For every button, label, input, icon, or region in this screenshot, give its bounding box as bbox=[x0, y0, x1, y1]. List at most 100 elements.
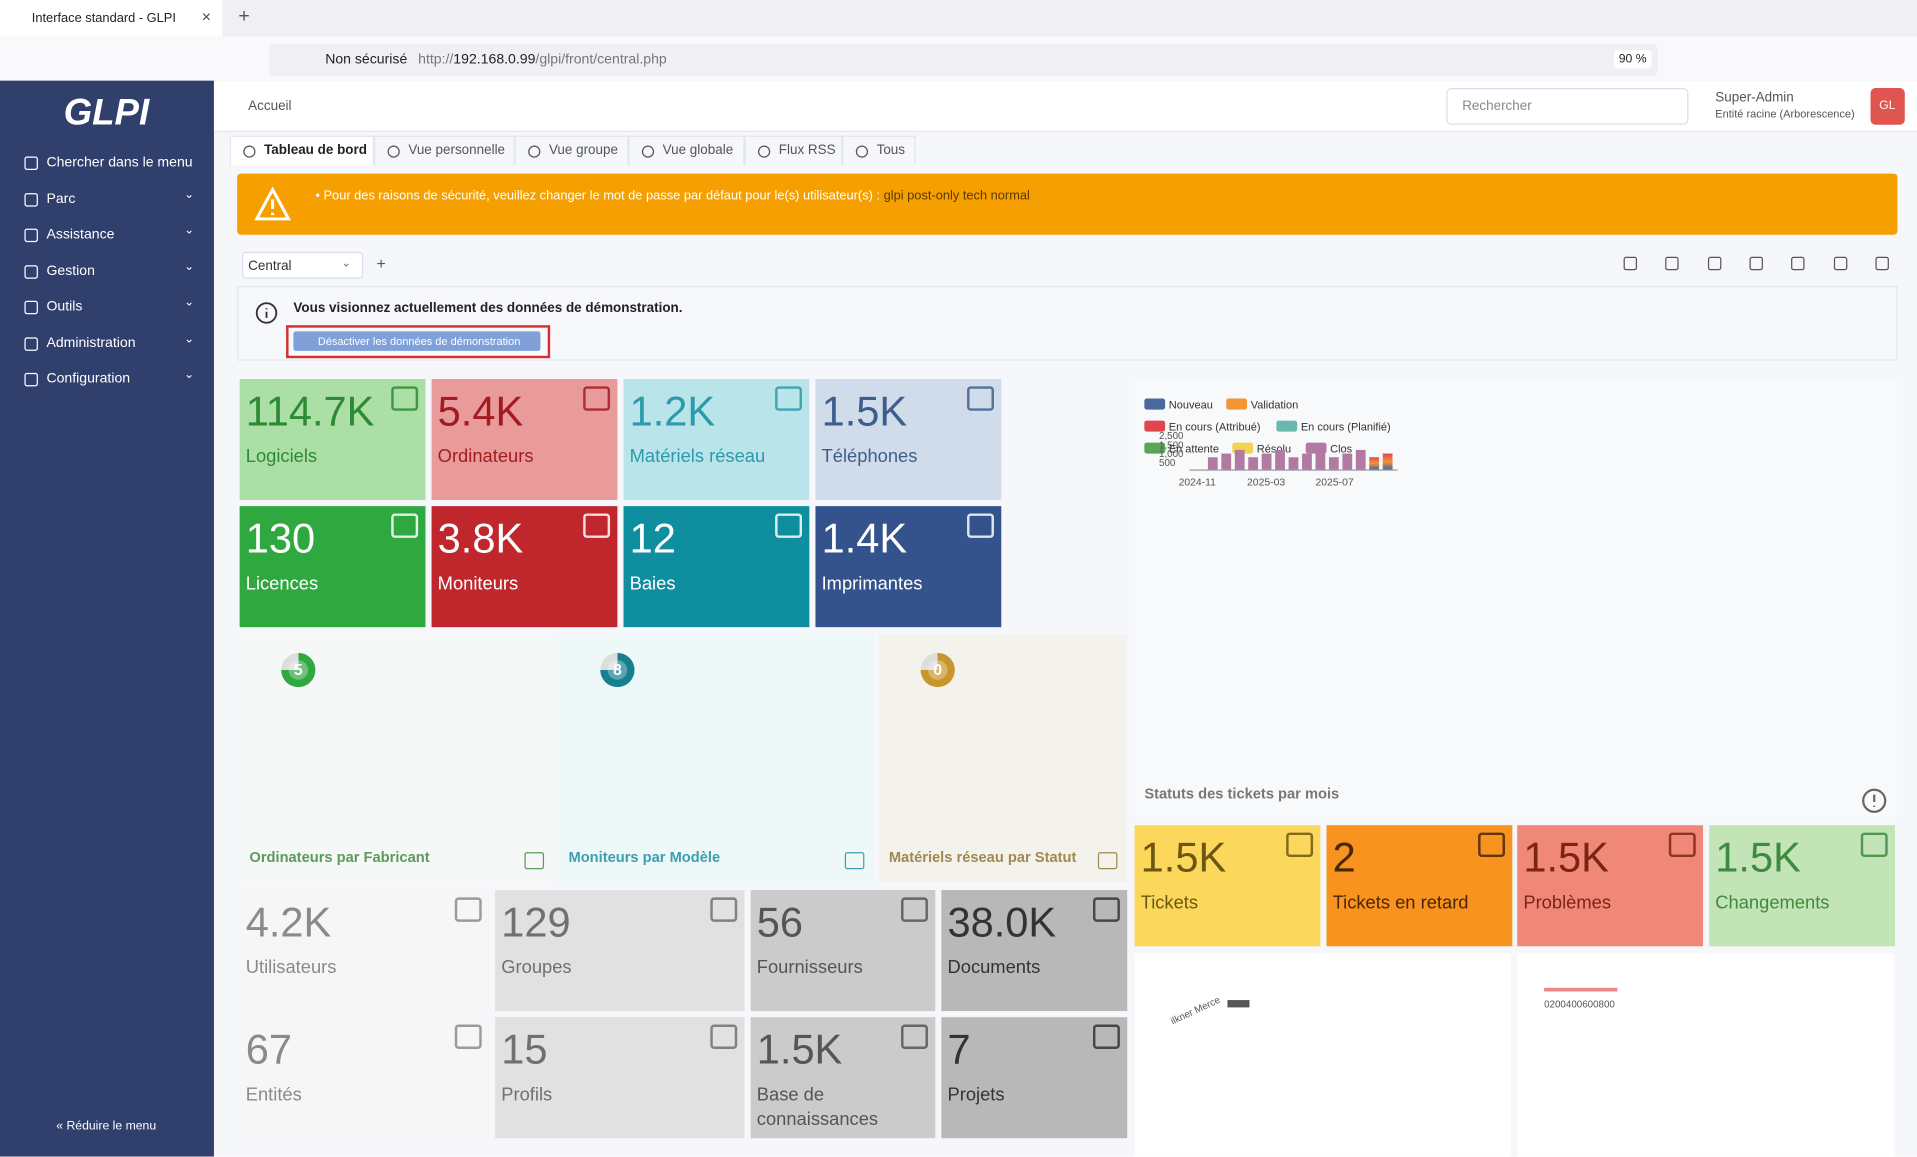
stat-tile[interactable]: 1.5K Changements bbox=[1709, 825, 1895, 947]
entity: Entité racine (Arborescence) bbox=[1715, 107, 1855, 120]
stat-tile[interactable]: 15 Profils bbox=[495, 1017, 745, 1139]
stat-label: Groupes bbox=[501, 957, 572, 979]
stat-tile[interactable]: 38.0K Documents bbox=[941, 890, 1128, 1012]
legend-label: Clos bbox=[1330, 442, 1353, 455]
tab-label: Vue globale bbox=[662, 143, 734, 158]
stat-value: 2 bbox=[1332, 835, 1356, 882]
dashboard-tool[interactable] bbox=[1791, 256, 1805, 271]
stat-value: 114.7K bbox=[245, 388, 375, 436]
stat-value: 3.8K bbox=[437, 515, 524, 563]
donut-card: 0 Matériels réseau par Statut bbox=[879, 634, 1128, 883]
breadcrumb[interactable]: Accueil bbox=[248, 99, 292, 114]
stat-value: 4.2K bbox=[245, 899, 332, 947]
menu-item[interactable]: Administration ⌄ bbox=[24, 333, 201, 359]
dashboard-tab[interactable]: Tableau de bord bbox=[229, 135, 375, 166]
stat-tile[interactable]: 1.4K Imprimantes bbox=[815, 506, 1002, 628]
menu-label: Gestion bbox=[46, 264, 95, 279]
y-label: 1,000 bbox=[1159, 448, 1184, 460]
collapse-menu[interactable]: « Réduire le menu bbox=[56, 1119, 157, 1134]
menu-icon bbox=[24, 228, 38, 243]
stat-tile[interactable]: 2 Tickets en retard bbox=[1326, 825, 1513, 947]
stat-value: 1.5K bbox=[821, 388, 908, 436]
stat-tile[interactable]: 1.5K Tickets bbox=[1134, 825, 1321, 947]
stat-tile[interactable]: 56 Fournisseurs bbox=[750, 890, 936, 1012]
stat-label: Ordinateurs bbox=[437, 446, 534, 468]
stat-value: 1.5K bbox=[1140, 835, 1227, 882]
menu-item[interactable]: Configuration ⌄ bbox=[24, 368, 201, 394]
chevron: ⌄ bbox=[184, 295, 195, 310]
security-alert: • Pour des raisons de sécurité, veuillez… bbox=[237, 173, 1898, 235]
dashboard-tool[interactable] bbox=[1623, 256, 1638, 271]
stat-tile[interactable]: 129 Groupes bbox=[495, 890, 745, 1012]
dashboard-tab[interactable]: Vue globale bbox=[628, 135, 745, 166]
legend-swatch bbox=[1226, 398, 1248, 410]
avatar-text: GL bbox=[1879, 99, 1896, 113]
y-label: 1,500 bbox=[1159, 440, 1184, 452]
alert-users[interactable]: glpi post-only tech normal bbox=[883, 188, 1030, 203]
donut: 5 bbox=[281, 652, 316, 688]
legend-swatch bbox=[1276, 420, 1298, 432]
stat-icon bbox=[583, 513, 611, 538]
chart-bar bbox=[1207, 457, 1218, 470]
stat-tile[interactable]: 12 Baies bbox=[623, 506, 810, 628]
tab-icon bbox=[528, 145, 541, 158]
demo-button-label: Désactiver les données de démonstration bbox=[317, 334, 521, 348]
tab-label: Flux RSS bbox=[778, 143, 836, 158]
search[interactable]: Rechercher bbox=[1446, 88, 1689, 125]
dashboard-tab[interactable]: Vue groupe bbox=[514, 135, 629, 166]
legend-swatch bbox=[1144, 398, 1166, 410]
stat-tile[interactable]: 1.5K Base de connaissances bbox=[750, 1017, 936, 1139]
dashboard-select[interactable]: Central ⌄ bbox=[242, 251, 364, 279]
stat-tile[interactable]: 1.5K Problèmes bbox=[1517, 825, 1704, 947]
mini-bar bbox=[1544, 987, 1618, 992]
menu-item[interactable]: Parc ⌄ bbox=[24, 188, 201, 215]
user-name: Super-Admin bbox=[1715, 90, 1794, 106]
stat-tile[interactable]: 3.8K Moniteurs bbox=[431, 506, 618, 628]
dashboard-tool[interactable] bbox=[1833, 256, 1848, 271]
chart-bar bbox=[1275, 449, 1285, 470]
stat-tile[interactable]: 1.2K Matériels réseau bbox=[623, 378, 810, 501]
stat-tile[interactable]: 7 Projets bbox=[941, 1017, 1128, 1139]
tab-label: Vue personnelle bbox=[408, 143, 506, 158]
donut-value: 5 bbox=[293, 660, 303, 679]
chart-bar bbox=[1342, 453, 1353, 470]
stat-tile[interactable]: 1.5K Téléphones bbox=[815, 378, 1002, 501]
stat-icon bbox=[967, 386, 994, 411]
zoom[interactable]: 90 % bbox=[1613, 50, 1652, 69]
dashboard-tool[interactable] bbox=[1875, 256, 1889, 271]
x-label: 2025-03 bbox=[1247, 475, 1286, 488]
browser-tab[interactable]: Interface standard - GLPI × bbox=[0, 0, 223, 37]
add-dashboard[interactable]: + bbox=[376, 254, 386, 273]
dashboard-tab[interactable]: Tous bbox=[842, 135, 916, 166]
chart-bar bbox=[1248, 457, 1259, 470]
url-bar[interactable]: Non sécurisé http://192.168.0.99/glpi/fr… bbox=[268, 44, 1658, 76]
dashboard-tab[interactable]: Flux RSS bbox=[744, 135, 843, 166]
stat-tile[interactable]: 67 Entités bbox=[239, 1017, 490, 1139]
donut-card: 5 Ordinateurs par Fabricant bbox=[239, 634, 554, 883]
stat-tile[interactable]: 5.4K Ordinateurs bbox=[431, 378, 618, 501]
y-label: 2,500 bbox=[1159, 430, 1184, 442]
demo-button[interactable]: Désactiver les données de démonstration bbox=[293, 331, 541, 351]
stat-tile[interactable]: 130 Licences bbox=[239, 506, 426, 628]
stat-value: 67 bbox=[245, 1026, 292, 1074]
avatar[interactable]: GL bbox=[1870, 88, 1905, 125]
menu-item[interactable]: Chercher dans le menu bbox=[24, 154, 201, 178]
dashboard-tab[interactable]: Vue personnelle bbox=[374, 135, 515, 166]
dashboard-tool[interactable] bbox=[1665, 256, 1679, 271]
legend-label: En cours (Planifié) bbox=[1300, 420, 1391, 433]
chart-bar bbox=[1315, 449, 1326, 470]
menu-icon bbox=[24, 372, 38, 387]
menu-item[interactable]: Outils ⌄ bbox=[24, 295, 201, 322]
dashboard-tool[interactable] bbox=[1749, 256, 1763, 271]
menu-item[interactable]: Gestion ⌄ bbox=[24, 260, 201, 287]
stat-icon bbox=[710, 1024, 738, 1049]
dashboard-tool[interactable] bbox=[1707, 256, 1722, 271]
stat-label: Base de connaissances bbox=[756, 1084, 879, 1130]
new-tab[interactable]: + bbox=[238, 6, 250, 27]
stat-value: 1.5K bbox=[1523, 835, 1609, 882]
menu-item[interactable]: Assistance ⌄ bbox=[24, 224, 201, 250]
close-tab[interactable]: × bbox=[201, 7, 212, 26]
legend-swatch bbox=[1232, 442, 1254, 454]
stat-tile[interactable]: 114.7K Logiciels bbox=[239, 378, 426, 501]
stat-tile[interactable]: 4.2K Utilisateurs bbox=[239, 890, 490, 1012]
